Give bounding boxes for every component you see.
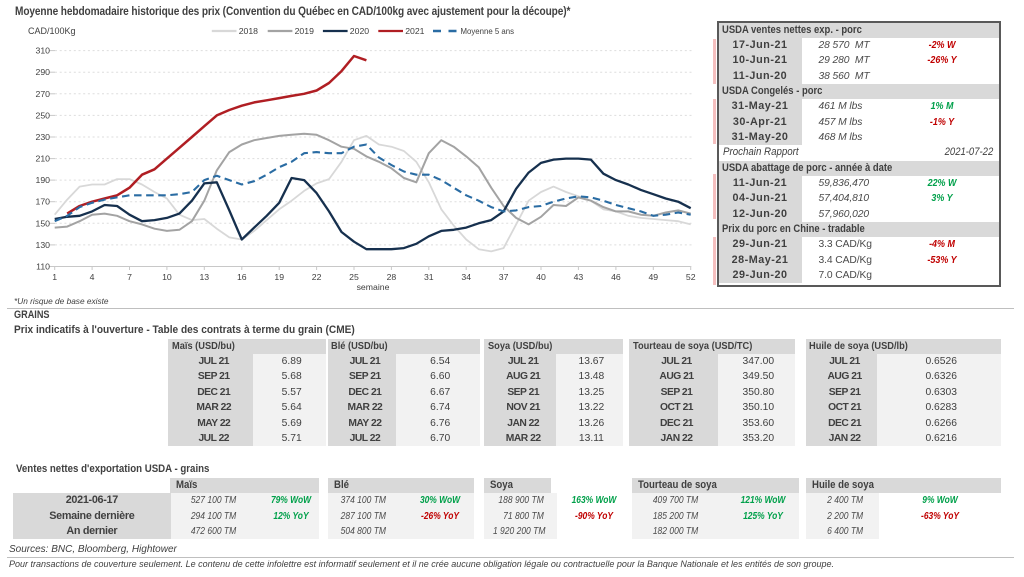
svg-text:270: 270 [36,89,51,99]
svg-text:2020: 2020 [350,26,369,36]
svg-text:46: 46 [611,272,621,282]
svg-text:28: 28 [387,272,397,282]
svg-text:31: 31 [424,272,434,282]
svg-text:16: 16 [237,272,247,282]
svg-text:2021: 2021 [405,26,424,36]
svg-text:37: 37 [499,272,509,282]
svg-text:25: 25 [349,272,359,282]
svg-text:210: 210 [36,154,51,164]
svg-text:2018: 2018 [239,26,258,36]
svg-text:310: 310 [36,46,51,56]
svg-text:4: 4 [90,272,95,282]
svg-text:Moyenne 5 ans: Moyenne 5 ans [461,26,515,36]
svg-text:43: 43 [574,272,584,282]
svg-text:22: 22 [312,272,322,282]
svg-text:190: 190 [36,175,51,185]
svg-text:150: 150 [36,218,51,228]
svg-text:170: 170 [36,197,51,207]
svg-text:230: 230 [36,132,51,142]
svg-text:110: 110 [36,262,50,272]
svg-text:49: 49 [648,272,658,282]
svg-text:10: 10 [162,272,172,282]
svg-text:13: 13 [199,272,209,282]
svg-text:250: 250 [36,110,51,120]
svg-text:52: 52 [686,272,696,282]
svg-text:1: 1 [52,272,57,282]
svg-text:40: 40 [536,272,546,282]
svg-text:34: 34 [461,272,471,282]
svg-text:130: 130 [36,240,51,250]
svg-text:semaine: semaine [357,282,390,292]
svg-text:7: 7 [127,272,132,282]
svg-text:2019: 2019 [295,26,314,36]
svg-text:290: 290 [36,67,51,77]
svg-text:19: 19 [274,272,284,282]
